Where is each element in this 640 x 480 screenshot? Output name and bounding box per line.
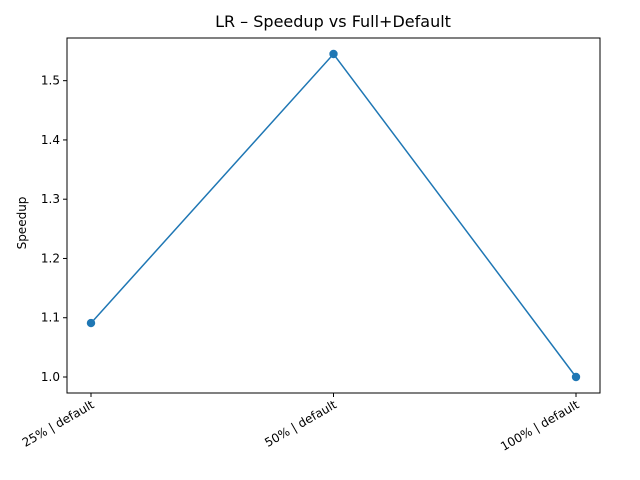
- y-tick-label: 1.5: [41, 74, 60, 88]
- plot-frame: [66, 37, 601, 394]
- y-axis-label: Speedup: [15, 197, 29, 250]
- data-point: [329, 49, 338, 59]
- y-tick-label: 1.1: [41, 311, 60, 325]
- x-tick-label: 50% | default: [262, 397, 339, 450]
- y-tick-label: 1.3: [41, 192, 60, 206]
- y-axis-ticks: 1.0 1.1 1.2 1.3 1.4 1.5: [41, 74, 67, 384]
- x-tick-label: 100% | default: [498, 397, 582, 453]
- y-tick-label: 1.4: [41, 133, 60, 147]
- data-point: [571, 372, 581, 382]
- y-tick-label: 1.2: [41, 251, 60, 265]
- y-tick-label: 1.0: [41, 370, 60, 384]
- chart-title: LR – Speedup vs Full+Default: [215, 12, 451, 31]
- data-point: [86, 318, 96, 328]
- series-line: [90, 52, 577, 378]
- series-group: [86, 49, 581, 382]
- x-tick-label: 25% | default: [20, 397, 97, 450]
- x-axis-ticks: 25% | default 50% | default 100% | default: [20, 393, 582, 454]
